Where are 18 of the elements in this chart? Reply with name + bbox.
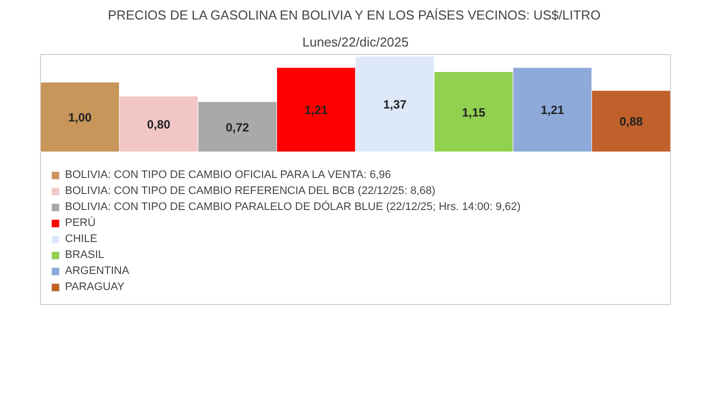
data-label: 0,72	[226, 120, 250, 134]
data-label: 1,21	[304, 103, 328, 118]
legend-label: BOLIVIA: CON TIPO DE CAMBIO OFICIAL PARA LA VENTA: 6,96	[65, 168, 392, 182]
legend-label: BRASIL	[65, 248, 104, 262]
data-label: 1,15	[462, 105, 486, 120]
legend-label: PERÚ	[65, 216, 96, 230]
legend-label: PARAGUAY	[65, 280, 124, 294]
data-label: 1,00	[68, 110, 92, 125]
data-label: 1,21	[540, 103, 564, 118]
data-label: 1,37	[383, 98, 407, 112]
data-label: 0,88	[619, 114, 644, 129]
chart-title: PRECIOS DE LA GASOLINA EN BOLIVIA Y EN LOS PAÍSES VECINOS: US$/LITRO	[108, 8, 601, 22]
legend-label: ARGENTINA	[65, 264, 130, 278]
legend-label: BOLIVIA: CON TIPO DE CAMBIO PARALELO DE DÓLAR BLUE (22/12/25; Hrs. 14:00: 9,62)	[65, 200, 521, 214]
chart-subtitle: Lunes/22/dic/2025	[302, 34, 409, 50]
legend-label: BOLIVIA: CON TIPO DE CAMBIO REFERENCIA DEL BCB (22/12/25: 8,68)	[65, 184, 436, 198]
legend-label: CHILE	[65, 232, 98, 246]
data-label: 0,80	[146, 117, 171, 132]
